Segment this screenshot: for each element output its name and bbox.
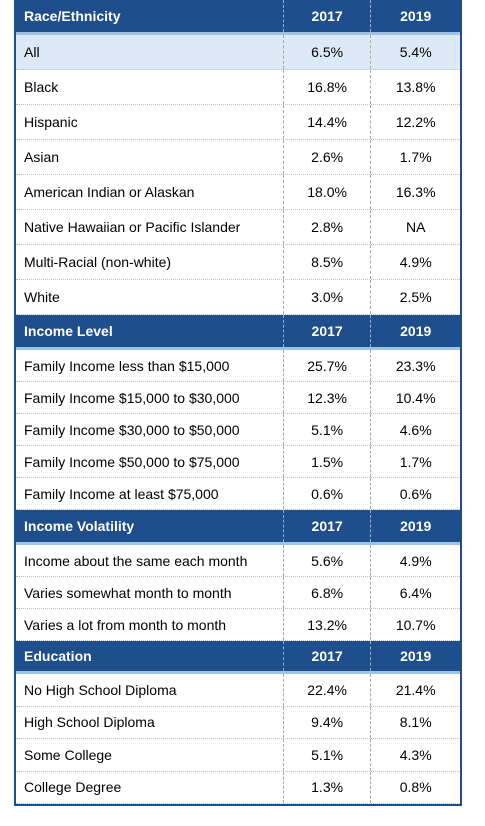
table-row: No High School Diploma 22.4% 21.4%	[16, 674, 460, 707]
table-cell: Native Hawaiian or Pacific Islander	[24, 219, 241, 235]
table-cell: Hispanic	[24, 114, 78, 130]
table-cell: High School Diploma	[24, 714, 155, 731]
table-cell: 5.1%	[282, 739, 372, 771]
table-cell: 8.5%	[282, 245, 372, 279]
header-cell: 2019	[400, 518, 432, 534]
table-cell: NA	[405, 219, 426, 235]
table-cell: Family Income at least $75,000	[24, 485, 219, 502]
table-cell: No High School Diploma	[24, 681, 177, 698]
table-cell: 6.4%	[399, 584, 432, 601]
table-cell: 22.4%	[282, 674, 372, 706]
table-row: Family Income $30,000 to $50,000 5.1% 4.6%	[16, 414, 460, 446]
table-cell: Varies a lot from month to month	[24, 616, 227, 633]
table-cell: Family Income $50,000 to $75,000	[24, 453, 240, 470]
table-row: Hispanic 14.4% 12.2%	[16, 105, 460, 140]
table-row: High School Diploma 9.4% 8.1%	[16, 706, 460, 739]
table-cell: 0.8%	[399, 779, 432, 796]
table-cell: 6.5%	[282, 35, 372, 69]
section-header: Race/Ethnicity 2017 2019	[16, 0, 460, 35]
table-cell: Multi-Racial (non-white)	[24, 254, 172, 270]
table-cell: American Indian or Alaskan	[24, 184, 195, 200]
table-cell: Some College	[24, 746, 112, 763]
table-cell: 14.4%	[282, 105, 372, 139]
table-cell: 4.9%	[399, 552, 432, 569]
table-cell: White	[24, 289, 60, 305]
table-row: Black 16.8% 13.8%	[16, 70, 460, 105]
table-row: Asian 2.6% 1.7%	[16, 140, 460, 175]
table-cell: 23.3%	[395, 357, 436, 374]
table-cell: 6.8%	[282, 577, 372, 608]
table-cell: 13.8%	[395, 79, 436, 95]
table-cell: 12.2%	[395, 114, 436, 130]
table-cell: 12.3%	[282, 382, 372, 413]
table-cell: Income about the same each month	[24, 552, 248, 569]
table-cell: Family Income $15,000 to $30,000	[24, 389, 240, 406]
table-cell: Family Income $30,000 to $50,000	[24, 421, 240, 438]
table-cell: Asian	[24, 149, 60, 165]
table-cell: 9.4%	[282, 706, 372, 738]
table-row: Income about the same each month 5.6% 4.9%	[16, 545, 460, 577]
table-cell: 1.7%	[399, 453, 432, 470]
table-row: All 6.5% 5.4%	[16, 35, 460, 70]
table-cell: 1.7%	[399, 149, 432, 165]
table-cell: College Degree	[24, 779, 122, 796]
header-cell: 2017	[282, 315, 372, 347]
header-cell: Income Level	[24, 323, 113, 339]
table-cell: 0.6%	[399, 485, 432, 502]
table-cell: 3.0%	[282, 280, 372, 314]
table-row: Family Income $15,000 to $30,000 12.3% 10.…	[16, 382, 460, 414]
header-cell: Education	[24, 648, 92, 664]
header-cell: 2017	[282, 0, 372, 32]
table-row: Multi-Racial (non-white) 8.5% 4.9%	[16, 245, 460, 280]
table-cell: 0.6%	[282, 478, 372, 509]
table-cell: 5.6%	[282, 545, 372, 576]
table-cell: Family Income less than $15,000	[24, 357, 230, 374]
table-cell: Black	[24, 79, 59, 95]
header-cell: 2017	[282, 510, 372, 542]
table-cell: All	[24, 44, 40, 60]
header-cell: Race/Ethnicity	[24, 8, 121, 24]
section-header: Income Level 2017 2019	[16, 315, 460, 350]
header-cell: 2019	[400, 8, 432, 24]
table-cell: 21.4%	[395, 681, 436, 698]
section-header: Income Volatility 2017 2019	[16, 510, 460, 545]
table-cell: 2.8%	[282, 210, 372, 244]
header-cell: 2017	[282, 641, 372, 671]
header-cell: 2019	[400, 648, 432, 664]
data-table: Race/Ethnicity 2017 2019 All 6.5% 5.4% Black 16…	[14, 0, 462, 806]
table-cell: 8.1%	[399, 714, 432, 731]
table-cell: 1.5%	[282, 446, 372, 477]
table-row: Some College 5.1% 4.3%	[16, 739, 460, 772]
table-cell: 5.1%	[282, 414, 372, 445]
table-cell: 13.2%	[282, 609, 372, 640]
table-cell: 10.7%	[395, 616, 436, 633]
table-row: College Degree 1.3% 0.8%	[16, 771, 460, 804]
section-header: Education 2017 2019	[16, 641, 460, 674]
table-cell: 2.6%	[282, 140, 372, 174]
table-cell: 1.3%	[282, 771, 372, 803]
table-row: Family Income less than $15,000 25.7% 23.3…	[16, 350, 460, 382]
table-cell: 25.7%	[282, 350, 372, 381]
table-cell: 18.0%	[282, 175, 372, 209]
table-cell: 4.6%	[399, 421, 432, 438]
table-row: Family Income at least $75,000 0.6% 0.6%	[16, 478, 460, 510]
table-cell: 16.3%	[395, 184, 436, 200]
header-cell: 2019	[400, 323, 432, 339]
table-cell: 4.9%	[399, 254, 432, 270]
table-row: Varies somewhat month to month 6.8% 6.4%	[16, 577, 460, 609]
table-cell: 4.3%	[399, 746, 432, 763]
table-cell: 10.4%	[395, 389, 436, 406]
table-row: White 3.0% 2.5%	[16, 280, 460, 315]
table-row: Native Hawaiian or Pacific Islander 2.8% N…	[16, 210, 460, 245]
table-cell: 5.4%	[399, 44, 432, 60]
table-cell: 16.8%	[282, 70, 372, 104]
table-cell: Varies somewhat month to month	[24, 584, 232, 601]
table-row: Family Income $50,000 to $75,000 1.5% 1.7%	[16, 446, 460, 478]
table-cell: 2.5%	[399, 289, 432, 305]
table-row: Varies a lot from month to month 13.2% 10.…	[16, 609, 460, 641]
header-cell: Income Volatility	[24, 518, 135, 534]
table-row: American Indian or Alaskan 18.0% 16.3%	[16, 175, 460, 210]
